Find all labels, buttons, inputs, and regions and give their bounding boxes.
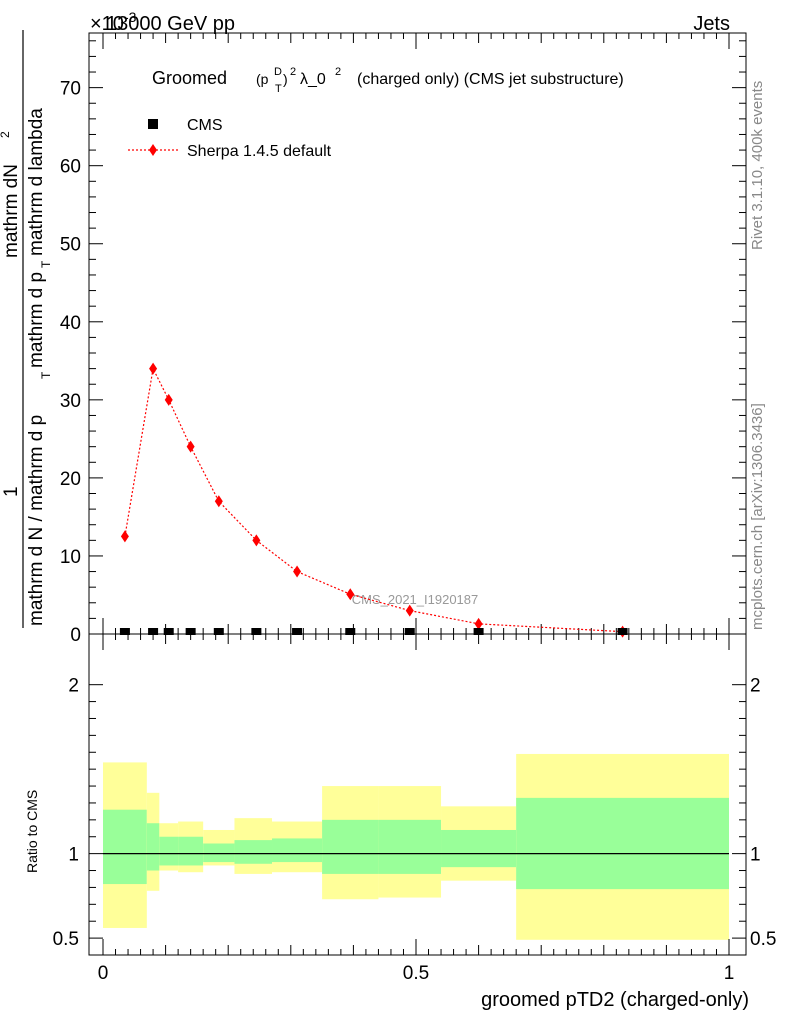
sherpa-point-6 xyxy=(293,565,302,578)
title-suffix: (charged only) (CMS jet substructure) xyxy=(357,71,624,88)
y-axis-label: 1 mathrm dN 2 mathrm d N / mathrm d p T … xyxy=(0,30,53,628)
y-label-denominator-a: mathrm d N / mathrm d p xyxy=(26,415,47,626)
cms-point-1 xyxy=(148,628,159,635)
sherpa-series xyxy=(120,362,627,638)
title-close: ) xyxy=(283,71,288,87)
ratio-inner-band-9 xyxy=(441,829,517,868)
title-prefix: Groomed xyxy=(152,68,227,88)
ratio-inner-band-6 xyxy=(272,838,323,863)
sherpa-point-5 xyxy=(252,534,261,547)
ratio-inner-band-10 xyxy=(516,797,729,890)
legend-sherpa-marker xyxy=(149,144,157,156)
title-sup-d: D xyxy=(274,66,282,78)
exponent-power: -3 xyxy=(124,9,137,25)
main-y-tick-label-4: 40 xyxy=(60,313,81,334)
ratio-y-tick-label-right-0: 0.5 xyxy=(750,929,776,950)
y-label-numerator: mathrm dN xyxy=(1,164,22,258)
title-lambda: λ_0 xyxy=(300,71,326,88)
cms-point-6 xyxy=(292,628,303,635)
ratio-y-tick-label-left-2: 2 xyxy=(68,676,79,697)
sherpa-point-2 xyxy=(164,393,173,406)
cms-series xyxy=(119,628,628,635)
y-label-one: 1 xyxy=(1,486,22,497)
main-title: Groomed (p D T ) 2 λ_0 2 (charged only) … xyxy=(152,66,624,95)
cms-point-2 xyxy=(163,628,174,635)
cms-point-7 xyxy=(345,628,356,635)
x-tick-label-0: 0 xyxy=(98,963,109,984)
y-label-numerator-power: 2 xyxy=(0,131,12,138)
main-y-tick-label-0: 0 xyxy=(70,625,81,646)
x-axis-label: groomed pTD2 (charged-only) xyxy=(481,989,749,1011)
title-sq2: 2 xyxy=(335,66,341,78)
exponent-label: ×10-3 xyxy=(90,9,137,35)
main-y-tick-label-2: 20 xyxy=(60,469,81,490)
ratio-y-tick-label-left-1: 1 xyxy=(68,845,79,866)
ratio-inner-band-2 xyxy=(159,836,179,866)
x-tick-label-2: 1 xyxy=(724,963,735,984)
ratio-inner-band-4 xyxy=(203,843,235,863)
ratio-inner-band-3 xyxy=(178,836,204,866)
y-label-denominator-b: mathrm d p xyxy=(26,272,47,368)
legend-cms-marker xyxy=(148,119,158,129)
sherpa-point-3 xyxy=(186,440,195,453)
legend: CMS Sherpa 1.4.5 default xyxy=(128,117,332,160)
legend-sherpa-label: Sherpa 1.4.5 default xyxy=(187,143,332,160)
ratio-inner-band-5 xyxy=(234,840,273,864)
sherpa-point-8 xyxy=(405,604,414,617)
sherpa-point-7 xyxy=(346,588,355,601)
ratio-inner-band-1 xyxy=(146,823,160,871)
main-y-tick-label-3: 30 xyxy=(60,391,81,412)
ratio-inner-band-0 xyxy=(103,809,147,885)
main-y-tick-label-6: 60 xyxy=(60,157,81,178)
ratio-inner-band-8 xyxy=(378,819,442,874)
cms-point-10 xyxy=(617,628,628,635)
cms-point-8 xyxy=(404,628,415,635)
title-sub-t: T xyxy=(275,83,282,95)
analysis-watermark: CMS_2021_I1920187 xyxy=(352,592,479,607)
sherpa-point-9 xyxy=(474,617,483,630)
sherpa-point-0 xyxy=(120,530,129,543)
y-label-denominator-sub2: T xyxy=(39,260,53,268)
cms-point-5 xyxy=(251,628,262,635)
rivet-version-label: Rivet 3.1.10, 400k events xyxy=(749,81,766,250)
main-y-tick-label-5: 50 xyxy=(60,235,81,256)
ratio-axis-label: Ratio to CMS xyxy=(24,790,40,873)
ratio-plot-frame xyxy=(88,633,747,956)
ratio-axes: 0.5 0.5 1 1 2 2 0 0.5 1 xyxy=(53,633,776,984)
sherpa-point-1 xyxy=(149,362,158,375)
x-tick-label-1: 0.5 xyxy=(403,963,429,984)
ratio-y-tick-label-right-2: 2 xyxy=(750,676,761,697)
ratio-inner-band-7 xyxy=(322,819,379,874)
ratio-y-tick-label-right-1: 1 xyxy=(750,845,761,866)
cms-point-3 xyxy=(185,628,196,635)
title-paren: (p xyxy=(256,71,269,87)
cms-point-0 xyxy=(119,628,130,635)
main-y-tick-label-1: 10 xyxy=(60,547,81,568)
cms-point-9 xyxy=(473,628,484,635)
sherpa-point-4 xyxy=(214,495,223,508)
legend-cms-label: CMS xyxy=(187,117,223,134)
main-y-tick-label-7: 70 xyxy=(60,79,81,100)
y-label-denominator-c: mathrm d lambda xyxy=(26,108,47,256)
main-axes: 0 10 20 30 40 50 60 70 xyxy=(60,32,747,646)
process-label: Jets xyxy=(693,13,730,35)
ratio-y-tick-label-left-0: 0.5 xyxy=(53,929,79,950)
mcplots-reference-label: mcplots.cern.ch [arXiv:1306.3436] xyxy=(749,403,766,630)
y-label-denominator-sub1: T xyxy=(39,371,53,379)
cms-point-4 xyxy=(213,628,224,635)
ratio-bands xyxy=(103,753,729,940)
title-sq1: 2 xyxy=(290,66,296,78)
collision-label: 13000 GeV pp xyxy=(106,13,235,35)
